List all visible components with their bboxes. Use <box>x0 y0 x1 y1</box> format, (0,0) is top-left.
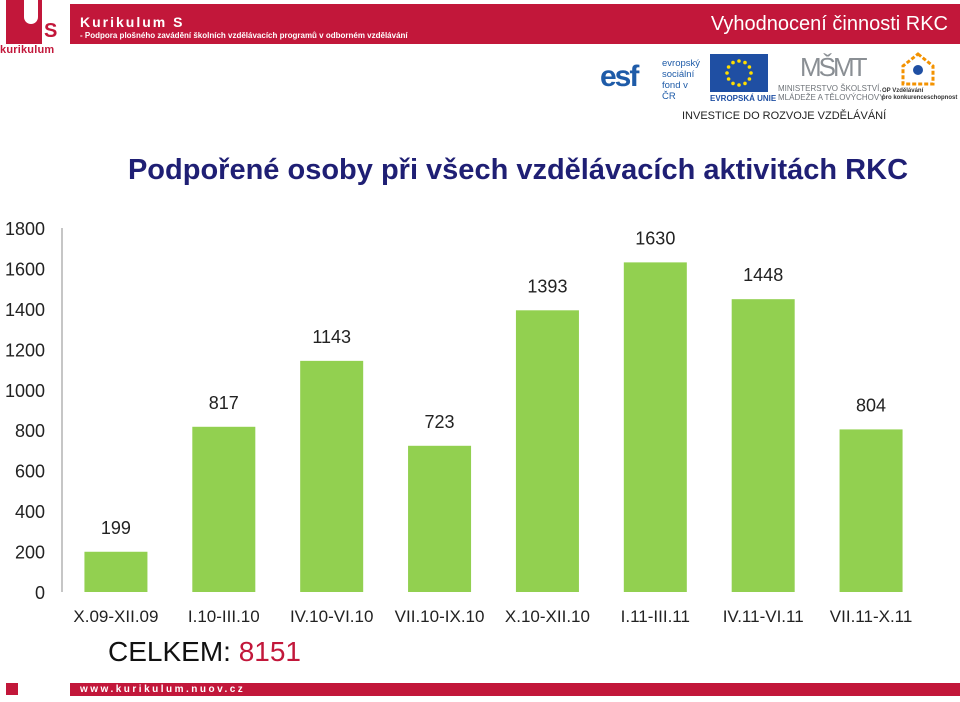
x-category-label: X.09-XII.09 <box>73 607 158 626</box>
y-tick-label: 1600 <box>5 259 45 279</box>
op-text: OP Vzdělávání pro konkurenceschopnost <box>882 88 957 102</box>
bar <box>623 262 687 592</box>
footer-square <box>6 683 18 695</box>
y-tick-label: 600 <box>15 462 45 482</box>
y-tick-label: 1200 <box>5 340 45 360</box>
bar <box>84 551 148 592</box>
msmt-text-line: MLÁDEŽE A TĚLOVÝCHOVY <box>778 93 885 102</box>
investice-slogan: INVESTICE DO ROZVOJE VZDĚLÁVÁNÍ <box>682 110 887 122</box>
msmt-text-line: MINISTERSTVO ŠKOLSTVÍ, <box>778 84 882 93</box>
bar <box>731 299 795 592</box>
eu-flag-icon <box>710 54 768 92</box>
y-tick-label: 200 <box>15 543 45 563</box>
y-tick-label: 1800 <box>5 219 45 239</box>
op-logo: OP Vzdělávání pro konkurenceschopnost <box>882 52 960 108</box>
y-tick-label: 400 <box>15 502 45 522</box>
bar-data-label: 817 <box>209 393 239 413</box>
header-subtitle: - Podpora plošného zavádění školních vzd… <box>80 31 408 40</box>
footer-url: www.kurikulum.nuov.cz <box>80 684 246 695</box>
x-category-label: VII.10-IX.10 <box>395 607 485 626</box>
eu-logo: EVROPSKÁ UNIE <box>710 54 776 104</box>
bar-data-label: 1393 <box>527 276 567 296</box>
esf-text-line: evropský <box>662 58 701 69</box>
x-category-label: I.10-III.10 <box>188 607 260 626</box>
bar <box>408 445 472 592</box>
bar-data-label: 723 <box>425 412 455 432</box>
logo-letter: S <box>44 20 58 42</box>
header-band: Kurikulum S - Podpora plošného zavádění … <box>70 4 960 44</box>
total-value: 8151 <box>238 636 302 667</box>
esf-letters: esf <box>600 60 639 93</box>
bar-data-label: 1143 <box>312 327 351 347</box>
x-category-label: IV.10-VI.10 <box>290 607 374 626</box>
footer-band: www.kurikulum.nuov.cz <box>70 683 960 696</box>
op-text-line: pro konkurenceschopnost <box>882 95 958 101</box>
bar <box>300 360 364 592</box>
logo-word: kurikulum <box>0 44 55 56</box>
op-vk-icon <box>900 52 936 86</box>
chart-title: Podpořené osoby při všech vzdělávacích a… <box>127 154 909 186</box>
bar-data-label: 199 <box>101 518 131 538</box>
total-summary: CELKEM: 8151 <box>108 636 301 668</box>
bar-chart: 0 200 400 600 800 1000 1200 1400 1600 1800 199 X.09… <box>5 219 913 626</box>
msmt-logo: MŠMT MINISTERSTVO ŠKOLSTVÍ, MLÁDEŽE A TĚ… <box>778 52 885 106</box>
bar <box>515 310 579 592</box>
bar <box>839 429 903 592</box>
header-title: Kurikulum S <box>80 14 185 30</box>
x-category-label: I.11-III.11 <box>621 607 690 626</box>
logo-p-shape <box>6 0 42 44</box>
kurikulum-logo: S kurikulum <box>0 0 66 58</box>
y-tick-label: 800 <box>15 421 45 441</box>
op-text-line: OP Vzdělávání <box>882 88 924 94</box>
msmt-text: MINISTERSTVO ŠKOLSTVÍ, MLÁDEŽE A TĚLOVÝC… <box>778 84 885 102</box>
esf-text: evropský sociální fond v ČR <box>662 58 704 102</box>
eu-label: EVROPSKÁ UNIE <box>710 94 777 103</box>
x-category-label: X.10-XII.10 <box>505 607 590 626</box>
bar-data-label: 804 <box>856 395 886 415</box>
header-right-title: Vyhodnocení činnosti RKC <box>710 13 948 35</box>
bar <box>192 426 256 592</box>
x-category-label: IV.11-VI.11 <box>723 607 804 626</box>
esf-logo: esf evropský sociální fond v ČR <box>600 54 704 104</box>
esf-text-line: fond v ČR <box>662 80 688 102</box>
y-tick-label: 1400 <box>5 300 45 320</box>
y-tick-label: 0 <box>35 583 45 603</box>
x-category-label: VII.11-X.11 <box>830 607 913 626</box>
bar-data-label: 1630 <box>635 228 675 248</box>
y-tick-label: 1000 <box>5 381 45 401</box>
bar-data-label: 1448 <box>743 265 783 285</box>
total-label: CELKEM: <box>108 636 231 667</box>
esf-text-line: sociální <box>662 69 695 80</box>
msmt-mark: MŠMT <box>800 52 868 82</box>
